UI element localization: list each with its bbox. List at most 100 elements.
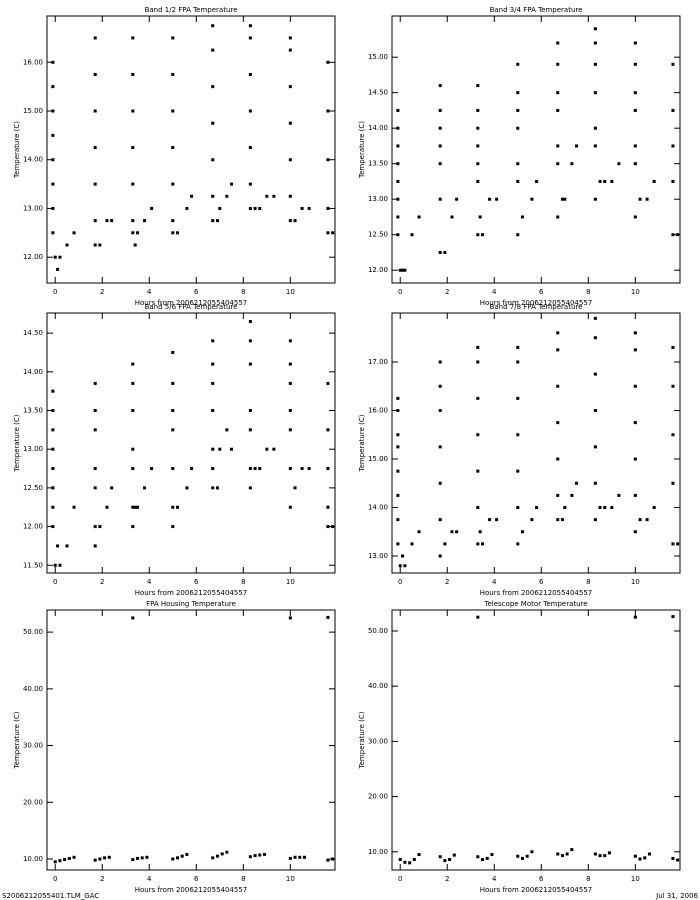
point [171, 231, 175, 235]
point [145, 855, 149, 859]
point [171, 467, 175, 471]
y-axis-label: Temperature (C) [358, 121, 366, 179]
point [438, 250, 442, 254]
point [593, 409, 597, 412]
point [248, 320, 252, 324]
point [53, 255, 57, 259]
point [556, 144, 560, 148]
point [98, 243, 102, 247]
point [633, 348, 637, 352]
x-tick-label: 0 [53, 578, 57, 586]
point [530, 850, 534, 854]
point [563, 506, 567, 510]
point [326, 381, 330, 385]
point [225, 850, 229, 854]
point [396, 179, 400, 183]
point [211, 447, 215, 451]
point [72, 231, 76, 235]
point [51, 182, 55, 186]
point [171, 109, 175, 113]
point [396, 108, 400, 112]
point [53, 860, 57, 864]
point [93, 467, 97, 471]
point [56, 267, 60, 271]
point [633, 144, 637, 148]
point [225, 194, 229, 198]
point [253, 206, 257, 210]
point [215, 486, 219, 490]
point [556, 852, 560, 856]
x-axis-label: Hours from 2006212055404557 [135, 299, 248, 307]
point [593, 144, 597, 148]
point [476, 108, 480, 112]
point [593, 518, 597, 522]
point [93, 409, 97, 412]
y-axis-label: Temperature (C) [358, 414, 366, 472]
point [556, 41, 560, 45]
point [476, 433, 480, 437]
point [638, 518, 642, 522]
point [171, 72, 175, 76]
point [307, 206, 311, 210]
y-tick-label: 12.00 [23, 523, 43, 531]
point [652, 179, 656, 183]
x-tick-label: 6 [194, 578, 199, 586]
point [488, 518, 492, 522]
point [408, 861, 412, 865]
point [520, 215, 524, 219]
point [633, 162, 637, 166]
point [288, 428, 292, 432]
plot-frame [46, 609, 336, 871]
chart-title: Band 5/6 FPA Temperature [145, 303, 238, 311]
x-tick-label: 2 [445, 288, 449, 296]
point [225, 428, 229, 432]
point [288, 362, 292, 366]
point [131, 182, 135, 186]
point [326, 109, 330, 113]
point [288, 505, 292, 509]
x-tick-label: 4 [147, 875, 152, 883]
point [98, 525, 102, 529]
point [265, 194, 269, 198]
point [93, 219, 97, 223]
point [516, 433, 520, 437]
point [443, 859, 447, 863]
point [288, 856, 292, 860]
point [525, 854, 529, 858]
y-tick-label: 15.00 [368, 455, 388, 463]
point [326, 231, 330, 235]
footer-file: S2006212055401.TLM_GAC [2, 892, 99, 900]
point [516, 345, 520, 349]
chart-title: Telescope Motor Temperature [483, 600, 587, 608]
point [265, 447, 269, 451]
point [450, 215, 454, 219]
point [150, 206, 154, 210]
point [593, 852, 597, 856]
point [331, 857, 335, 861]
x-axis-label: Hours from 2006212055404557 [480, 886, 593, 894]
point [211, 121, 215, 125]
point [495, 518, 499, 522]
point [190, 467, 194, 471]
point [51, 389, 55, 393]
point [516, 162, 520, 166]
point [293, 855, 297, 859]
point [131, 231, 135, 235]
point [171, 350, 175, 354]
point [633, 384, 637, 388]
point [58, 859, 62, 863]
point [598, 854, 602, 858]
point [288, 219, 292, 223]
point [516, 360, 520, 364]
point [556, 421, 560, 425]
point [175, 505, 179, 509]
y-tick-label: 30.00 [368, 737, 388, 745]
point [403, 564, 407, 568]
point [495, 197, 499, 201]
point [131, 36, 135, 40]
x-tick-label: 8 [586, 875, 590, 883]
point [556, 108, 560, 112]
point [633, 215, 637, 219]
x-tick-label: 6 [194, 288, 199, 296]
point [248, 36, 252, 40]
